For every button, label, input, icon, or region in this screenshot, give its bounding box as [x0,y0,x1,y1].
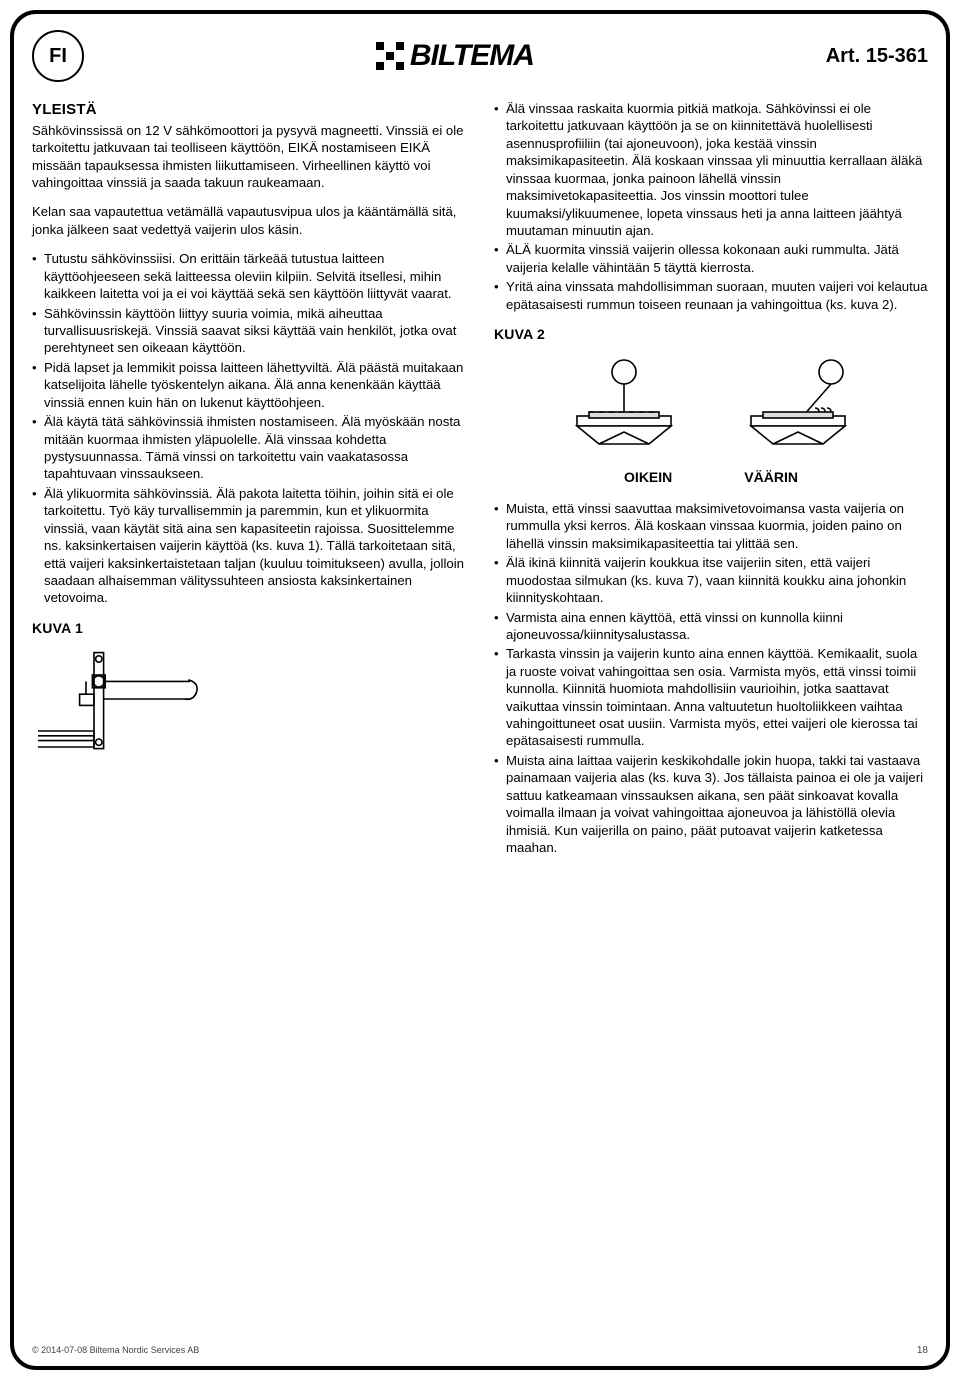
right-column: Älä vinssaa raskaita kuormia pitkiä matk… [494,100,928,858]
page-number: 18 [917,1345,928,1356]
page: FI BILTEMA Art. 15-361 YLEISTÄ Sähkövins… [10,10,950,1370]
list-item: Yritä aina vinssata mahdollisimman suora… [494,278,928,313]
figure-2-labels: OIKEIN VÄÄRIN [494,468,928,486]
list-item: Tutustu sähkövinssiisi. On erittäin tärk… [32,250,466,302]
brand-logo: BILTEMA [376,39,534,73]
figure-1-illustration [38,651,198,755]
left-column: YLEISTÄ Sähkövinssissä on 12 V sähkömoot… [32,100,466,858]
logo-checker-icon [376,42,404,70]
list-item: Älä käytä tätä sähkövinssiä ihmisten nos… [32,413,466,483]
list-item: ÄLÄ kuormita vinssiä vaijerin ollessa ko… [494,241,928,276]
figure-2-title: KUVA 2 [494,325,928,343]
list-item: Muista aina laittaa vaijerin keskikohdal… [494,752,928,857]
list-item: Pidä lapset ja lemmikit poissa laitteen … [32,359,466,411]
list-item: Älä ylikuormita sähkövinssiä. Älä pakota… [32,485,466,607]
intro-paragraph-1: Sähkövinssissä on 12 V sähkömoottori ja … [32,122,466,192]
left-bullet-list: Tutustu sähkövinssiisi. On erittäin tärk… [32,250,466,606]
intro-paragraph-2: Kelan saa vapautettua vetämällä vapautus… [32,203,466,238]
figure-2-illustration: OIKEIN VÄÄRIN [494,354,928,486]
figure-2-label-correct: OIKEIN [624,468,672,486]
article-number: Art. 15-361 [826,45,928,68]
figure-2-label-wrong: VÄÄRIN [744,468,798,486]
content-columns: YLEISTÄ Sähkövinssissä on 12 V sähkömoot… [32,100,928,858]
list-item: Muista, että vinssi saavuttaa maksimivet… [494,500,928,552]
figure-1-title: KUVA 1 [32,619,466,637]
list-item: Sähkövinssin käyttöön liittyy suuria voi… [32,305,466,357]
header-bar: FI BILTEMA Art. 15-361 [32,30,928,82]
right-bullet-list-1: Älä vinssaa raskaita kuormia pitkiä matk… [494,100,928,313]
list-item: Älä ikinä kiinnitä vaijerin koukkua itse… [494,554,928,606]
list-item: Tarkasta vinssin ja vaijerin kunto aina … [494,645,928,750]
list-item: Varmista aina ennen käyttöä, että vinssi… [494,609,928,644]
copyright-text: © 2014-07-08 Biltema Nordic Services AB [32,1345,199,1356]
figure-2-wrong-icon [733,354,863,464]
right-bullet-list-2: Muista, että vinssi saavuttaa maksimivet… [494,500,928,856]
list-item: Älä vinssaa raskaita kuormia pitkiä matk… [494,100,928,239]
page-footer: © 2014-07-08 Biltema Nordic Services AB … [32,1345,928,1356]
language-code: FI [49,45,67,68]
section-title-general: YLEISTÄ [32,100,466,120]
language-badge: FI [32,30,84,82]
figure-2-correct-icon [559,354,689,464]
brand-name: BILTEMA [410,39,534,73]
